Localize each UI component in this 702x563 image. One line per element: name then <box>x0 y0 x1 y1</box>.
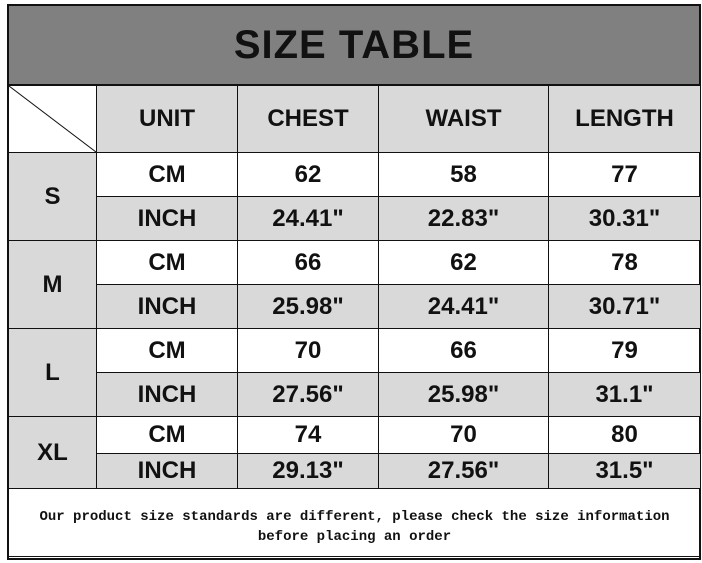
cell-unit: CM <box>96 328 238 373</box>
cell-length: 78 <box>548 240 701 285</box>
cell-chest: 24.41" <box>237 196 379 241</box>
size-label: S <box>8 152 97 241</box>
cell-length: 80 <box>548 416 701 454</box>
cell-unit: CM <box>96 416 238 454</box>
note-line-2: before placing an order <box>257 528 452 545</box>
size-label: L <box>8 328 97 417</box>
table-row: M CM 66 62 78 <box>8 240 701 329</box>
cell-waist: 70 <box>378 416 549 454</box>
cell-length: 31.1" <box>548 372 701 417</box>
cell-waist: 24.41" <box>378 284 549 329</box>
table-row: INCH 24.41" 22.83" 30.31" <box>9 196 701 241</box>
page-title: SIZE TABLE <box>9 6 699 85</box>
header-unit: UNIT <box>96 85 238 153</box>
cell-chest: 25.98" <box>237 284 379 329</box>
cell-unit: INCH <box>96 284 238 329</box>
cell-unit: INCH <box>96 372 238 417</box>
header-chest: CHEST <box>237 85 379 153</box>
cell-chest: 70 <box>237 328 379 373</box>
size-table: UNIT CHEST WAIST LENGTH S CM 62 58 77 INCH 24.… <box>8 85 701 557</box>
cell-length: 79 <box>548 328 701 373</box>
cell-chest: 74 <box>237 416 379 454</box>
table-row: INCH 29.13" 27.56" 31.5" <box>9 453 701 489</box>
table-row: INCH 25.98" 24.41" 30.71" <box>9 284 701 329</box>
cell-waist: 25.98" <box>378 372 549 417</box>
header-length: LENGTH <box>548 85 701 153</box>
table-row: XL CM 74 70 80 <box>8 416 701 489</box>
header-row: UNIT CHEST WAIST LENGTH <box>8 85 701 153</box>
cell-unit: INCH <box>96 196 238 241</box>
cell-waist: 62 <box>378 240 549 285</box>
cell-chest: 29.13" <box>237 453 379 489</box>
diagonal-corner-cell <box>8 85 97 153</box>
table-row: INCH 27.56" 25.98" 31.1" <box>9 372 701 417</box>
table-row: S CM 62 58 77 <box>8 152 701 241</box>
cell-unit: INCH <box>96 453 238 489</box>
cell-chest: 62 <box>237 152 379 197</box>
cell-waist: 22.83" <box>378 196 549 241</box>
cell-chest: 27.56" <box>237 372 379 417</box>
note-line-1: Our product size standards are different… <box>39 508 670 525</box>
size-note: Our product size standards are different… <box>8 488 701 557</box>
cell-length: 30.71" <box>548 284 701 329</box>
cell-length: 31.5" <box>548 453 701 489</box>
size-table-frame: SIZE TABLE UNIT CHEST WAIST LENGTH S CM 62… <box>7 4 701 560</box>
cell-length: 77 <box>548 152 701 197</box>
cell-waist: 66 <box>378 328 549 373</box>
table-row: L CM 70 66 79 <box>8 328 701 417</box>
cell-unit: CM <box>96 152 238 197</box>
cell-length: 30.31" <box>548 196 701 241</box>
size-label: XL <box>8 416 97 489</box>
header-waist: WAIST <box>378 85 549 153</box>
cell-unit: CM <box>96 240 238 285</box>
cell-chest: 66 <box>237 240 379 285</box>
cell-waist: 27.56" <box>378 453 549 489</box>
size-label: M <box>8 240 97 329</box>
cell-waist: 58 <box>378 152 549 197</box>
